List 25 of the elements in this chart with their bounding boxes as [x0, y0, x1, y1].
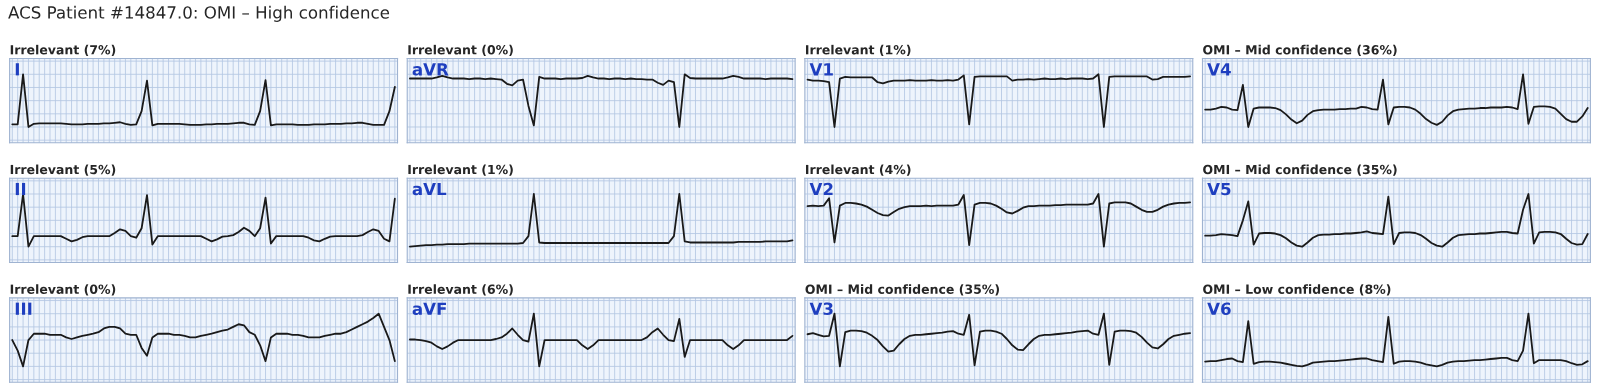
chart-title: Irrelevant (0%)	[10, 284, 116, 296]
annotation: V1	[809, 63, 833, 76]
chart-title: OMI – Mid confidence (35%)	[805, 284, 999, 296]
annotation: V2	[809, 182, 833, 196]
chart-title: OMI – Mid confidence (36%)	[1203, 44, 1397, 56]
chart-title: Irrelevant (6%)	[408, 284, 513, 296]
chart-title: Irrelevant (1%)	[806, 44, 911, 56]
text: ACS Patient #14847.0: OMI – High confidence	[8, 5, 390, 22]
annotation: aVF	[412, 302, 447, 316]
annotation: I	[15, 63, 19, 76]
annotation: V6	[1207, 302, 1231, 316]
chart-title: Irrelevant (7%)	[10, 44, 116, 56]
annotation: III	[15, 302, 32, 315]
annotation: V3	[809, 302, 833, 316]
annotation: V4	[1207, 63, 1231, 76]
chart-title: Irrelevant (0%)	[408, 44, 513, 56]
chart-title: OMI – Low confidence (8%)	[1203, 284, 1391, 296]
annotation: V5	[1207, 182, 1231, 196]
annotation: aVR	[412, 63, 449, 76]
annotation: II	[15, 182, 26, 196]
chart-title: Irrelevant (5%)	[10, 164, 116, 176]
chart-title: Irrelevant (1%)	[408, 164, 513, 176]
annotation: aVL	[412, 182, 447, 196]
chart-title: OMI – Mid confidence (35%)	[1203, 164, 1397, 176]
chart-title: Irrelevant (4%)	[806, 164, 911, 176]
